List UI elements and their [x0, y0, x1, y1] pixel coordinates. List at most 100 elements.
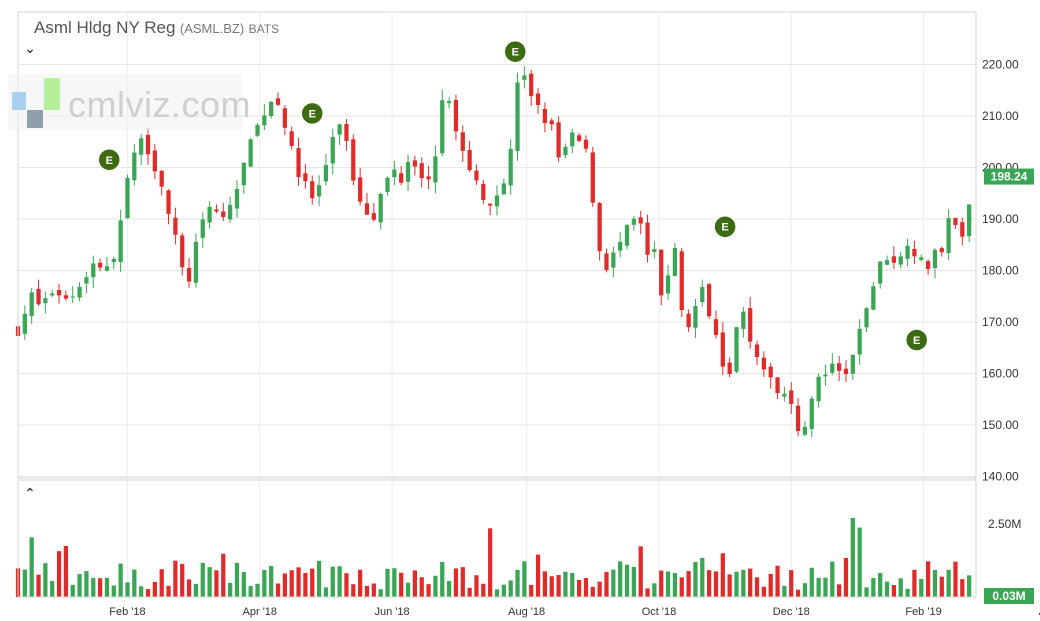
volume-bar [159, 569, 164, 597]
volume-bar [296, 567, 301, 597]
volume-bar [939, 576, 944, 597]
volume-bar [576, 579, 582, 597]
candle-body [967, 204, 972, 237]
candle-body [269, 101, 274, 116]
volume-bar [734, 571, 739, 597]
axes: 140.00150.00160.00170.00180.00190.00200.… [17, 11, 1040, 618]
candle-body [618, 241, 623, 251]
candle-body [898, 256, 903, 265]
candle-body [446, 101, 452, 104]
candle-body [645, 222, 650, 255]
volume-bar [337, 566, 342, 597]
candle-body [727, 362, 732, 375]
volume-bar [358, 569, 363, 597]
volume-bar [748, 568, 753, 597]
candle-body [912, 248, 917, 257]
candle-body [624, 225, 630, 246]
volume-bar [597, 581, 602, 597]
volume-bar [508, 580, 513, 597]
chevron-up-icon[interactable]: ⌃ [24, 485, 36, 501]
candle-body [960, 222, 965, 237]
volume-bar [241, 572, 246, 597]
volume-bar [967, 575, 972, 597]
candle-body [70, 296, 75, 298]
candle-body [392, 169, 397, 178]
volume-bar [843, 557, 849, 597]
chevron-down-icon[interactable]: ⌄ [24, 40, 36, 56]
volume-bar [618, 561, 623, 597]
volume-bar [556, 575, 561, 597]
volume-bar [330, 566, 335, 597]
volume-bar [850, 517, 855, 597]
stock-name: Asml Hldg NY Reg [34, 18, 176, 37]
volume-bar [392, 568, 397, 597]
candle-body [385, 177, 390, 192]
candle-body [884, 260, 890, 265]
volume-bar [316, 560, 322, 597]
volume-bar [775, 565, 780, 597]
x-tick-label: Apr '19 [1039, 606, 1040, 618]
volume-bar [399, 572, 404, 597]
volume-bar [84, 571, 89, 597]
volume-bar [884, 581, 890, 597]
volume-bar [809, 567, 814, 597]
volume-bar [145, 589, 151, 597]
candle-body [761, 357, 766, 370]
volume-bar [535, 554, 541, 597]
volume-bar [200, 562, 205, 597]
volume-bars [15, 517, 972, 597]
volume-bar [385, 568, 390, 597]
earnings-marker-label: E [106, 155, 113, 167]
candle-body [104, 266, 110, 271]
candle-body [323, 165, 329, 182]
candle-body [925, 261, 931, 270]
candle-body [399, 173, 404, 183]
volume-bar [549, 576, 554, 597]
candle-body [460, 132, 465, 151]
y-tick-label: 180.00 [982, 264, 1019, 278]
candle-body [248, 139, 253, 167]
candle-body [556, 122, 561, 158]
volume-bar [659, 570, 664, 597]
volume-bar [898, 578, 903, 597]
volume-bar [275, 583, 281, 597]
candle-body [132, 152, 137, 181]
volume-bar [720, 553, 725, 597]
volume-bar [97, 578, 103, 597]
candle-body [720, 332, 725, 367]
volume-bar [91, 578, 96, 597]
volume-bar [529, 584, 534, 597]
candle-body [412, 160, 418, 167]
volume-bar [816, 577, 821, 597]
y-tick-label: 220.00 [982, 58, 1019, 72]
candle-body [570, 132, 575, 147]
earnings-marker [97, 148, 121, 172]
volume-bar [905, 588, 910, 597]
volume-bar [262, 569, 267, 597]
candle-body [145, 134, 151, 155]
candle-body [371, 213, 376, 220]
candle-body [953, 217, 958, 225]
candle-body [364, 203, 370, 215]
volume-bar [125, 582, 130, 597]
candle-body [111, 258, 116, 263]
volume-bar [754, 577, 760, 597]
x-tick-label: Feb '18 [109, 606, 145, 618]
volume-bar [795, 589, 801, 597]
candle-body [583, 139, 589, 149]
volume-bar [590, 587, 595, 597]
grid-lines [18, 12, 976, 597]
x-tick-label: Jun '18 [375, 606, 410, 618]
volume-bar [768, 573, 773, 597]
candle-body [433, 156, 438, 183]
volume-bar [104, 577, 110, 597]
candle-body [303, 173, 308, 182]
candle-body [529, 73, 534, 97]
candle-body [734, 327, 739, 372]
volume-bar [344, 573, 349, 597]
candle-body [748, 308, 753, 342]
volume-bar [481, 583, 486, 597]
volume-bar [132, 569, 137, 597]
volume-bar [515, 569, 520, 597]
